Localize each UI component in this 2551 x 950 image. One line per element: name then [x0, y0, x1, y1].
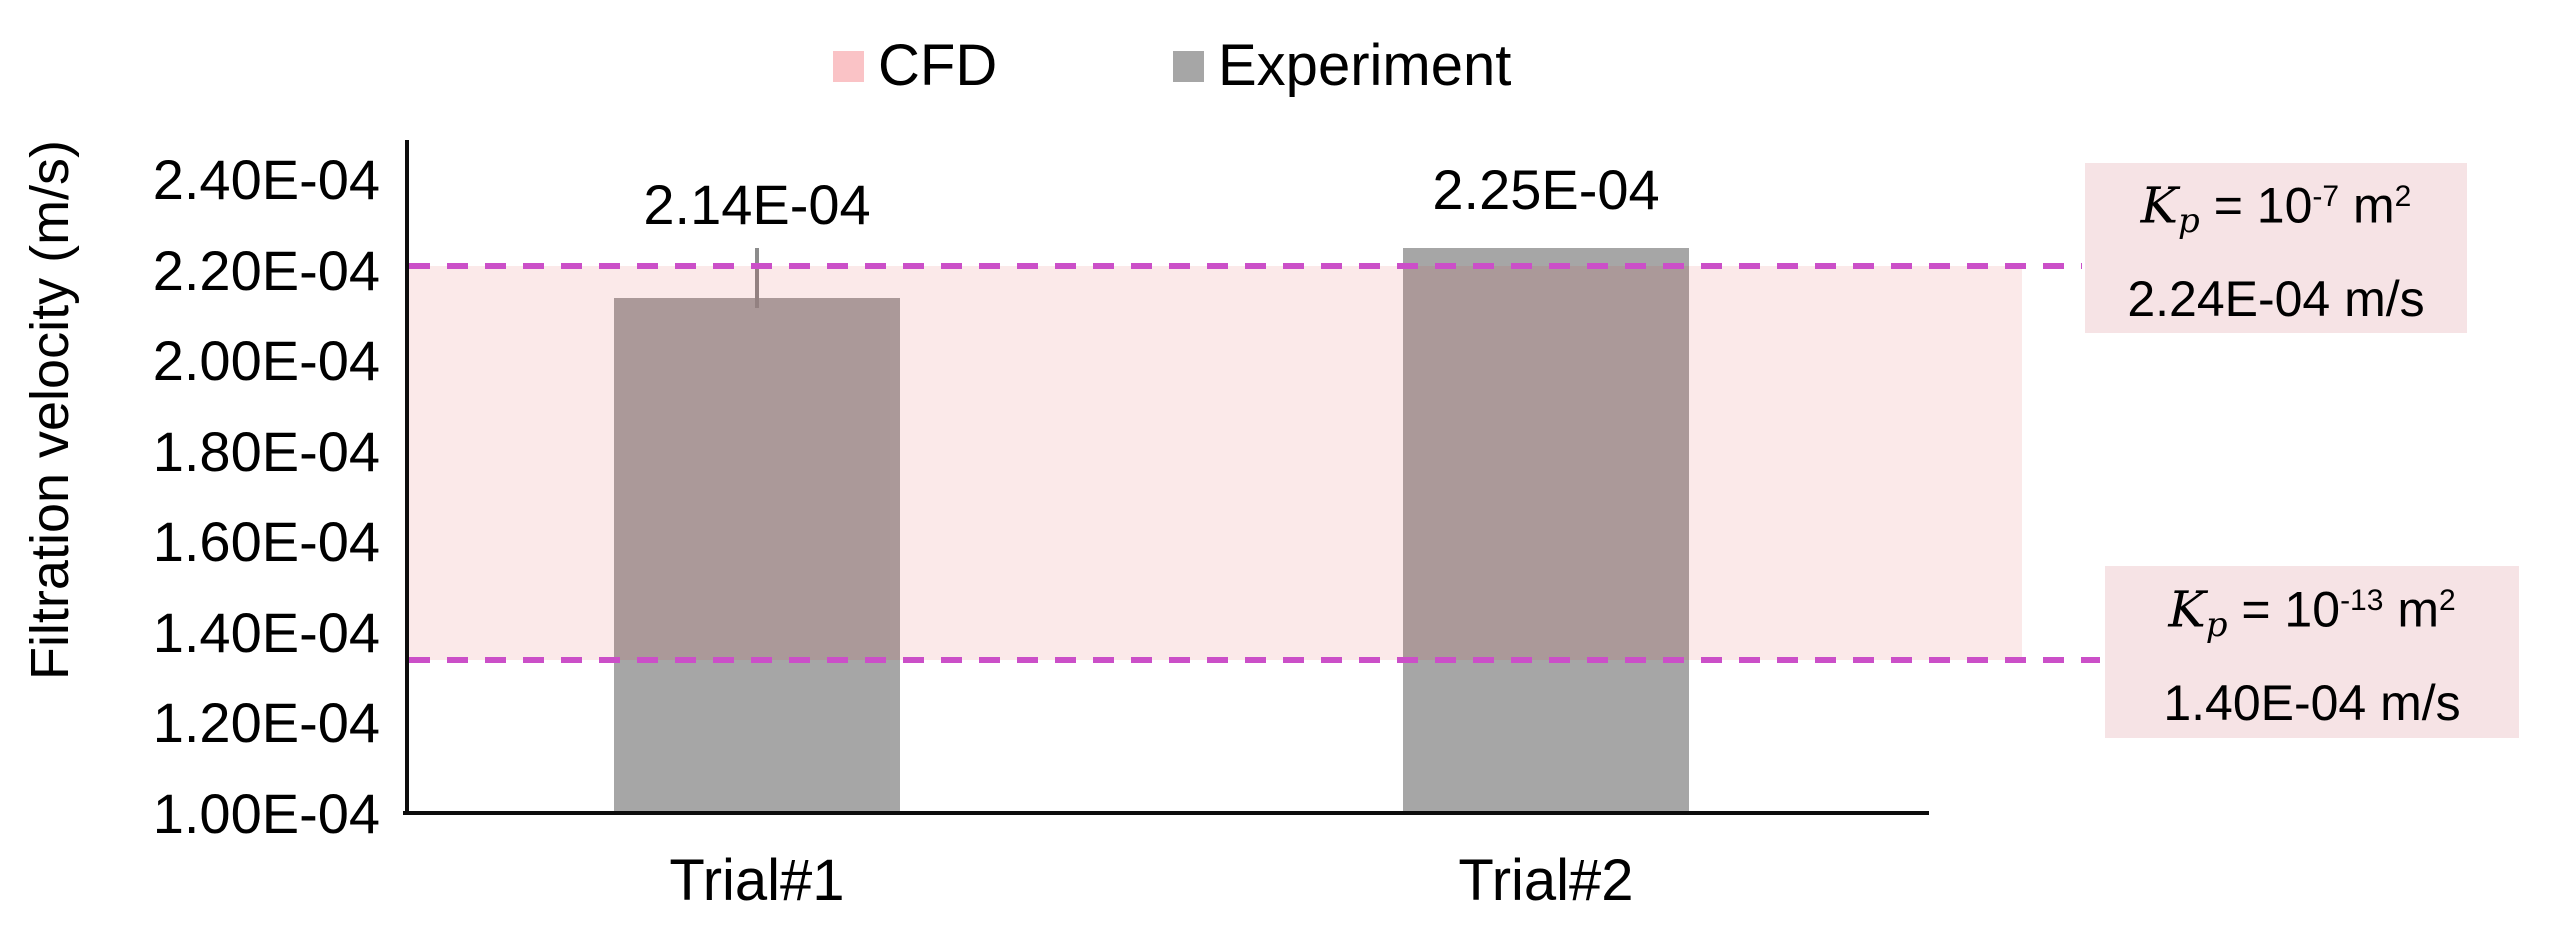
y-tick-label: 1.20E-04: [152, 691, 380, 754]
y-axis-title: Filtration velocity (m/s): [20, 139, 80, 681]
annotation-upper-line2: 2.24E-04 m/s: [2127, 271, 2425, 328]
x-tick-label-trial2: Trial#2: [1458, 848, 1634, 913]
y-tick-label: 1.00E-04: [152, 782, 380, 845]
y-tick-label: 1.40E-04: [152, 601, 380, 664]
annotation-upper-line1: Kp = 10-7 m2: [2140, 176, 2412, 242]
legend-swatch-experiment: [1173, 50, 1204, 82]
legend-label-cfd: CFD: [878, 33, 998, 98]
annotation-lower-line2: 1.40E-04 m/s: [2163, 675, 2461, 732]
bar-trial2-experiment: [1403, 247, 1689, 814]
y-tick-label: 2.00E-04: [152, 329, 380, 392]
annotation-lower-line1: Kp = 10-13 m2: [2168, 580, 2456, 646]
y-tick-label: 2.20E-04: [152, 239, 380, 302]
y-tick-label: 1.80E-04: [152, 420, 380, 483]
cfd-upper-line: [409, 263, 2082, 270]
legend-item-experiment: Experiment: [1173, 34, 1511, 98]
legend-item-cfd: CFD: [833, 34, 997, 98]
cfd-band: [409, 266, 2022, 661]
annotation-lower-kp: Kp = 10-13 m2 1.40E-04 m/s: [2105, 566, 2519, 738]
error-bar: [755, 247, 759, 308]
legend-label-experiment: Experiment: [1218, 33, 1512, 98]
data-label-trial1: 2.14E-04: [643, 173, 871, 236]
x-tick-label-trial1: Trial#1: [669, 848, 845, 913]
bar-trial1-experiment: [614, 297, 900, 814]
cfd-lower-line: [409, 657, 2100, 664]
y-axis-line: [405, 140, 409, 814]
x-axis-line: [403, 811, 1929, 815]
y-tick-label: 1.60E-04: [152, 510, 380, 573]
legend-swatch-cfd: [833, 50, 864, 82]
annotation-upper-kp: Kp = 10-7 m2 2.24E-04 m/s: [2085, 163, 2467, 333]
y-tick-label: 2.40E-04: [152, 148, 380, 211]
data-label-trial2: 2.25E-04: [1432, 158, 1660, 221]
